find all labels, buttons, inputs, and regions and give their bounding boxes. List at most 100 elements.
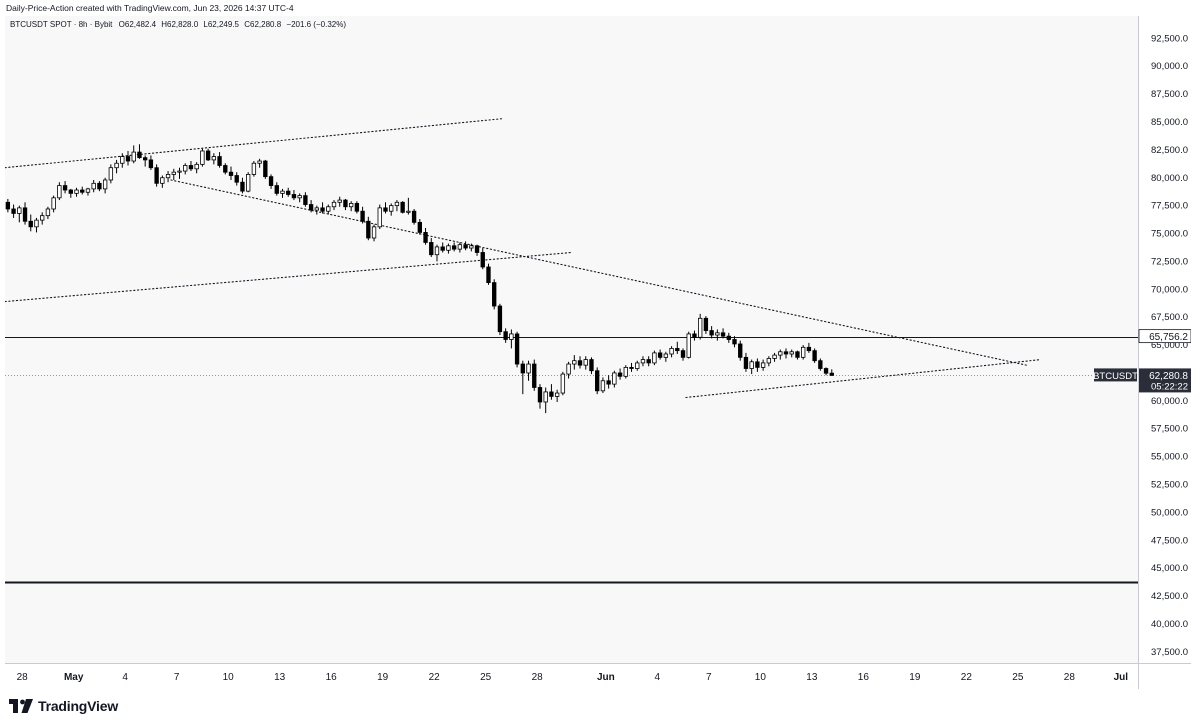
candle-body bbox=[652, 352, 657, 364]
candle bbox=[74, 187, 79, 197]
tradingview-logo[interactable]: TradingView bbox=[9, 697, 118, 715]
candle-body bbox=[102, 179, 108, 190]
candle bbox=[778, 349, 783, 360]
candle-body bbox=[245, 174, 251, 192]
candle-body bbox=[125, 156, 131, 162]
candle bbox=[635, 360, 640, 371]
candle-body bbox=[480, 252, 485, 268]
candle-body bbox=[91, 182, 96, 190]
candle bbox=[337, 196, 342, 207]
candle bbox=[234, 172, 239, 186]
time-tick-label: 19 bbox=[909, 672, 921, 683]
candle-body bbox=[783, 351, 789, 355]
candle bbox=[320, 202, 325, 214]
candle-body bbox=[326, 206, 331, 212]
candle-body bbox=[377, 207, 382, 228]
price-tick-label: 82,500.0 bbox=[1151, 145, 1188, 156]
candle-body bbox=[503, 331, 508, 340]
candle bbox=[766, 356, 772, 367]
candle-body bbox=[200, 150, 205, 165]
candle-body bbox=[137, 151, 142, 159]
level-price-label: 65,756.2 bbox=[1138, 329, 1191, 343]
candle bbox=[657, 349, 663, 360]
candle-body bbox=[778, 351, 783, 356]
candle bbox=[497, 303, 503, 336]
candle bbox=[360, 206, 365, 224]
candle-body bbox=[131, 151, 136, 162]
candle-body bbox=[97, 182, 102, 190]
candle bbox=[91, 179, 96, 193]
low-value: 62,249.5 bbox=[207, 20, 239, 29]
price-tick-label: 50,000.0 bbox=[1151, 507, 1188, 518]
candle bbox=[806, 342, 812, 353]
change-value: −201.6 (−0.32%) bbox=[286, 20, 346, 29]
candle bbox=[389, 203, 394, 216]
candle-body bbox=[22, 207, 28, 222]
time-tick-label: 4 bbox=[122, 672, 128, 683]
candle-body bbox=[543, 391, 548, 403]
last-price-label-box bbox=[1139, 368, 1191, 393]
candle-body bbox=[68, 189, 73, 194]
price-tick-label: 87,500.0 bbox=[1151, 89, 1188, 100]
candle-body bbox=[268, 176, 274, 186]
candle-body bbox=[451, 245, 457, 250]
candle bbox=[108, 164, 114, 184]
candle bbox=[595, 367, 600, 395]
candle bbox=[183, 163, 188, 175]
time-tick-label: 13 bbox=[274, 672, 286, 683]
candle-body bbox=[663, 353, 669, 358]
candle-body bbox=[457, 244, 463, 250]
price-tick-label: 75,000.0 bbox=[1151, 229, 1188, 240]
candle-body bbox=[354, 203, 360, 212]
time-tick-label: 25 bbox=[1012, 672, 1024, 683]
candle bbox=[503, 328, 508, 343]
price-axis-ticks: 37,500.0 40,000.0 42,500.0 45,000.0 47,500.0… bbox=[1151, 33, 1188, 658]
price-chart[interactable]: 37,500.0 40,000.0 42,500.0 45,000.0 47,500.0… bbox=[5, 16, 1191, 689]
candle bbox=[137, 144, 142, 159]
price-tick-label: 80,000.0 bbox=[1151, 173, 1188, 184]
candle-body bbox=[160, 177, 165, 184]
candle-body bbox=[612, 372, 617, 385]
candle-body bbox=[11, 208, 16, 214]
candle bbox=[377, 204, 382, 230]
candle bbox=[257, 158, 262, 168]
price-tick-label: 67,500.0 bbox=[1151, 312, 1188, 323]
candle bbox=[286, 187, 291, 197]
candle-body bbox=[171, 171, 176, 175]
candle bbox=[783, 348, 789, 359]
candle-body bbox=[583, 359, 588, 366]
candle bbox=[80, 186, 85, 195]
candle bbox=[429, 237, 434, 257]
candle-body bbox=[669, 348, 674, 355]
candle-body bbox=[280, 190, 285, 194]
candle-body bbox=[646, 359, 651, 364]
candle bbox=[245, 172, 251, 193]
time-tick-label: 10 bbox=[755, 672, 767, 683]
chart-frame[interactable]: 37,500.0 40,000.0 42,500.0 45,000.0 47,500.0… bbox=[5, 16, 1191, 689]
candle-body bbox=[234, 175, 239, 183]
last-price-value: 62,280.8 bbox=[1149, 371, 1188, 382]
candle bbox=[749, 359, 754, 375]
candle-body bbox=[286, 190, 291, 195]
time-tick-label: 13 bbox=[806, 672, 818, 683]
candle bbox=[348, 201, 354, 212]
candle bbox=[617, 368, 623, 380]
candle bbox=[480, 248, 485, 270]
candle-body bbox=[657, 352, 663, 358]
price-tick-label: 92,500.0 bbox=[1151, 33, 1188, 44]
candle bbox=[720, 328, 726, 339]
candle-body bbox=[165, 174, 171, 179]
candle-body bbox=[205, 150, 211, 161]
candle bbox=[692, 330, 697, 341]
candle bbox=[732, 336, 737, 348]
chart-credit-header: Daily-Price-Action created with TradingV… bbox=[6, 3, 294, 13]
candle bbox=[97, 181, 102, 192]
candle bbox=[663, 351, 669, 362]
candle-body bbox=[469, 245, 474, 249]
candle bbox=[760, 359, 766, 371]
candle-body bbox=[526, 363, 531, 374]
candle-body bbox=[440, 246, 445, 251]
candle-body bbox=[680, 350, 686, 358]
candle bbox=[800, 345, 806, 360]
candle bbox=[537, 384, 543, 409]
